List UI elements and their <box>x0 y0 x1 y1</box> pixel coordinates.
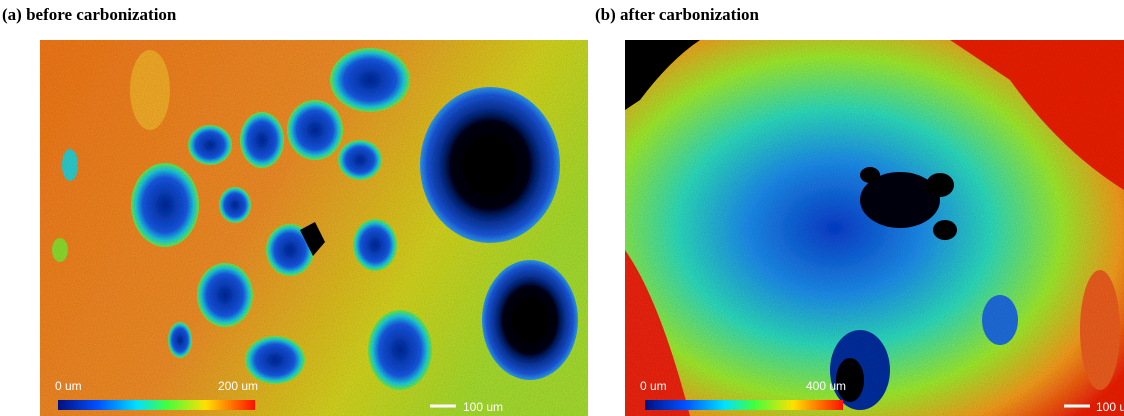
height-map-a <box>40 40 588 416</box>
panel-title: (b) after carbonization <box>595 5 760 24</box>
scale-bar-label: 100 um <box>1096 400 1124 414</box>
colorbar-min-label: 0 um <box>640 379 667 393</box>
scale-bar-label: 100 um <box>463 400 503 414</box>
colorbar-max-label: 400 um <box>806 379 846 393</box>
colorbar-min-label: 0 um <box>55 379 82 393</box>
height-map-b <box>625 40 1124 416</box>
panel-title: (a) before carbonization <box>2 5 177 24</box>
colorbar-max-label: 200 um <box>218 379 258 393</box>
figure: (a) before carbonization (b) after carbo… <box>0 0 1124 416</box>
